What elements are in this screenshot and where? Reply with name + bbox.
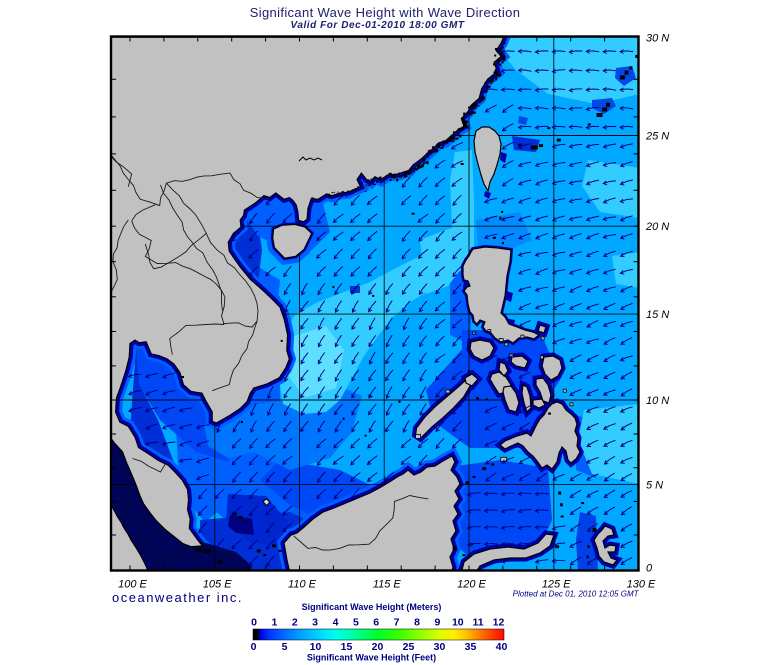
svg-text:9: 9 <box>434 617 440 629</box>
svg-text:120 E: 120 E <box>457 579 486 591</box>
svg-text:0: 0 <box>251 641 257 653</box>
svg-text:10: 10 <box>310 641 322 653</box>
svg-text:Significant Wave Height (Feet): Significant Wave Height (Feet) <box>307 653 436 663</box>
svg-text:Significant Wave Height with W: Significant Wave Height with Wave Direct… <box>250 5 521 20</box>
svg-text:1: 1 <box>271 617 277 629</box>
svg-text:7: 7 <box>394 617 400 629</box>
svg-text:6: 6 <box>373 617 379 629</box>
svg-text:35: 35 <box>465 641 477 653</box>
svg-text:2: 2 <box>292 617 298 629</box>
svg-text:Significant Wave Height (Meter: Significant Wave Height (Meters) <box>302 602 442 612</box>
svg-text:25 N: 25 N <box>645 131 669 143</box>
svg-text:100 E: 100 E <box>118 579 147 591</box>
svg-text:15: 15 <box>341 641 353 653</box>
svg-text:5: 5 <box>353 617 359 629</box>
svg-text:125 E: 125 E <box>542 579 571 591</box>
svg-text:0: 0 <box>251 617 257 629</box>
svg-text:10 N: 10 N <box>646 395 669 407</box>
svg-text:15 N: 15 N <box>646 309 669 321</box>
svg-text:130 E: 130 E <box>627 579 656 591</box>
svg-text:3: 3 <box>312 617 318 629</box>
svg-text:12: 12 <box>493 617 505 629</box>
svg-text:110 E: 110 E <box>288 579 317 591</box>
svg-text:5: 5 <box>282 641 288 653</box>
svg-text:oceanweather inc.: oceanweather inc. <box>112 590 243 605</box>
svg-text:0: 0 <box>646 563 653 575</box>
svg-text:25: 25 <box>403 641 415 653</box>
svg-text:10: 10 <box>452 617 464 629</box>
svg-text:5 N: 5 N <box>646 480 663 492</box>
svg-text:30 N: 30 N <box>646 33 669 45</box>
svg-text:115 E: 115 E <box>373 579 402 591</box>
svg-text:20: 20 <box>372 641 384 653</box>
svg-text:4: 4 <box>333 617 339 629</box>
svg-text:Plotted at Dec 01, 2010 12:05: Plotted at Dec 01, 2010 12:05 GMT <box>513 590 640 599</box>
svg-text:40: 40 <box>496 641 508 653</box>
svg-text:11: 11 <box>473 617 484 629</box>
svg-text:20 N: 20 N <box>645 221 669 233</box>
svg-text:Valid For Dec-01-2010 18:00 GM: Valid For Dec-01-2010 18:00 GMT <box>291 20 465 31</box>
svg-text:30: 30 <box>434 641 446 653</box>
svg-text:105 E: 105 E <box>203 579 232 591</box>
svg-text:8: 8 <box>414 617 420 629</box>
